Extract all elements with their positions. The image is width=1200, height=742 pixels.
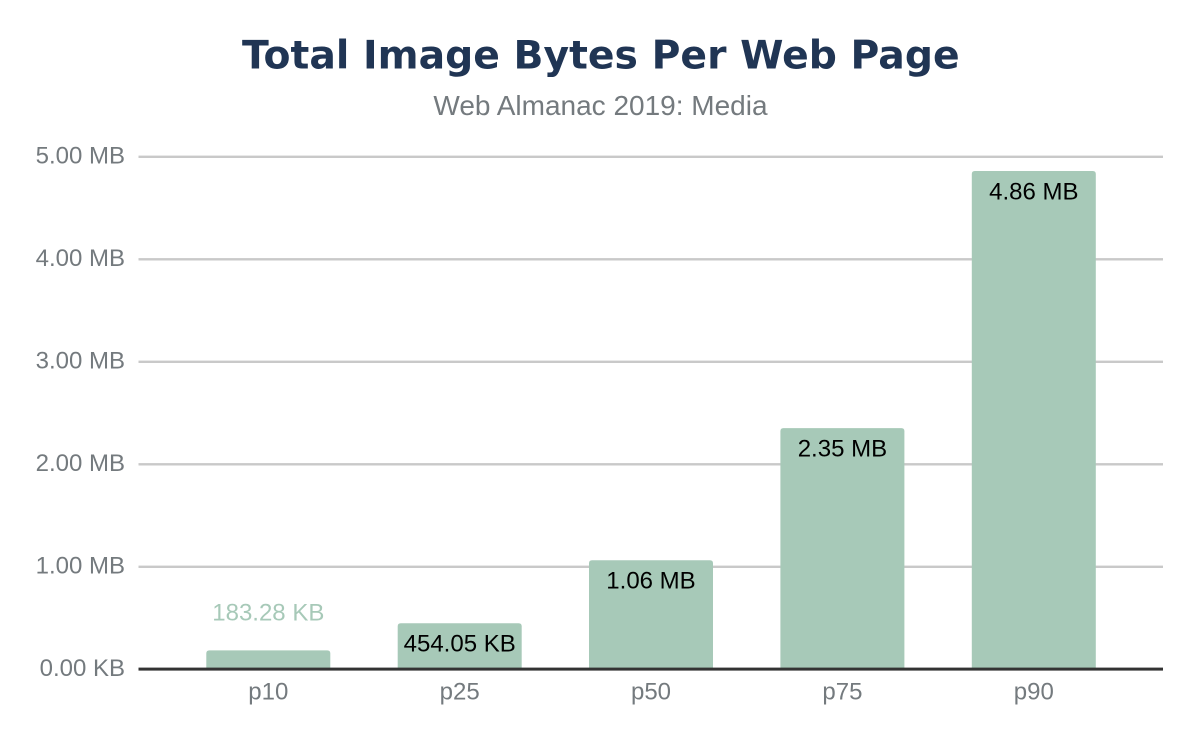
svg-text:454.05 KB: 454.05 KB (404, 631, 516, 658)
svg-text:2.35 MB: 2.35 MB (798, 435, 887, 462)
svg-text:4.86 MB: 4.86 MB (989, 178, 1078, 205)
svg-text:1.06 MB: 1.06 MB (606, 568, 695, 595)
svg-text:p10: p10 (248, 679, 288, 706)
svg-text:2.00 MB: 2.00 MB (36, 450, 125, 477)
svg-text:5.00 MB: 5.00 MB (36, 143, 125, 170)
svg-text:Web Almanac 2019: Media: Web Almanac 2019: Media (433, 90, 768, 121)
svg-text:3.00 MB: 3.00 MB (36, 348, 125, 375)
svg-text:1.00 MB: 1.00 MB (36, 553, 125, 580)
svg-text:0.00 KB: 0.00 KB (40, 655, 125, 682)
svg-text:p75: p75 (822, 679, 862, 706)
svg-text:183.28 KB: 183.28 KB (212, 600, 324, 627)
svg-text:p50: p50 (631, 679, 671, 706)
svg-text:4.00 MB: 4.00 MB (36, 245, 125, 272)
svg-text:p90: p90 (1014, 679, 1054, 706)
svg-text:p25: p25 (440, 679, 480, 706)
svg-text:Total Image Bytes Per Web Page: Total Image Bytes Per Web Page (242, 34, 960, 79)
